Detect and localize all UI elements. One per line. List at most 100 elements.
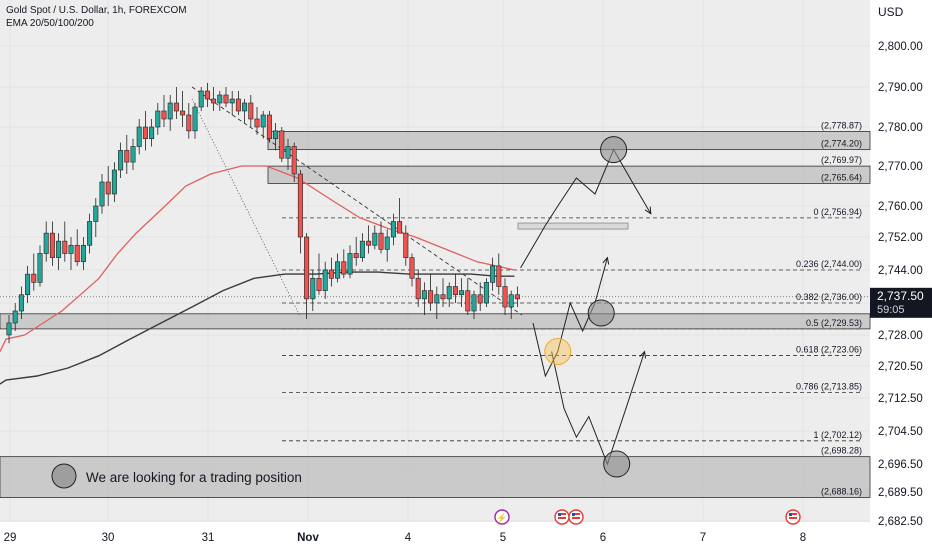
y-tick-label: 2,780.00 [878,122,923,134]
candle-body [105,181,111,195]
flag-stripe [789,513,797,515]
projection-low-path-arrowhead [639,350,647,359]
candle-body [62,240,68,254]
candle-body [49,232,55,258]
candle-body [142,126,148,139]
ema-fast-line [0,165,515,352]
candle-body [18,294,24,312]
x-tick-label: 4 [405,532,412,544]
level-label: 0.786 (2,713.85) [796,382,862,392]
y-tick-label: 2,712.50 [878,393,923,405]
x-tick-label: 7 [700,532,706,544]
y-tick-label: 2,689.50 [878,487,923,499]
zone-rect [0,313,871,330]
y-tick-label: 2,696.50 [878,459,923,471]
candle-body [25,273,31,296]
price-axis-area [870,0,932,550]
candle-body [496,265,502,287]
candle-body [409,257,415,279]
y-tick-label: 2,800.00 [878,41,923,53]
projection-up-path-arrowhead [644,206,652,215]
candle-body [434,294,440,304]
candle-body [136,126,142,147]
small-zone-rect [517,222,629,230]
trendline-down [191,86,523,316]
ema-slow-line [0,271,515,385]
candle-body [452,286,458,296]
candle-body [459,290,465,296]
candle-body [465,290,471,312]
candle-body [285,146,291,159]
flag-stripe [572,517,580,519]
candle-body [167,102,173,120]
candle-body [359,240,365,258]
candle-body [341,261,347,275]
candle-body [254,118,260,128]
flash-event-glyph: ⚡ [496,512,507,524]
time-axis-area [0,522,932,550]
candle-body [415,277,421,300]
level-label: 0.5 (2,729.53) [806,318,862,328]
flag-canton [558,513,561,516]
plot-area [0,0,870,522]
currency-label: USD [878,5,904,19]
candle-body [403,232,409,258]
flash-event-icon [494,509,510,525]
candle-body [366,240,372,246]
candle-body [93,205,99,222]
y-tick-label: 2,682.50 [878,516,923,528]
flag-stripe [789,517,797,519]
zone-rect [0,456,871,498]
candle-body [471,294,477,312]
candle-body [390,221,396,238]
note-callout: We are looking for a trading position [51,463,302,489]
candle-body [43,232,49,254]
projection-mid-path-arrowhead [602,256,610,265]
highlight-circle-mark [544,338,572,366]
target-circle-mark [600,136,628,164]
candle-body [130,146,136,163]
x-tick-label: 31 [202,532,215,544]
y-tick-label: 2,752.00 [878,232,923,244]
candle-body [514,294,520,300]
event-icons[interactable]: ⚡ [494,509,801,525]
level-label: 1 (2,702.12) [813,430,862,440]
candle-body [74,244,80,263]
candle-body [304,236,310,300]
candle-body [180,110,186,116]
candle-body [161,110,167,120]
candle-body [242,102,248,112]
candle-body [384,236,390,250]
note-text: We are looking for a trading position [86,470,302,485]
projection-low-path [551,351,646,466]
level-label: 0.618 (2,723.06) [796,344,862,354]
fib-levels: (2,778.87) (2,774.20) (2,769.97) (2,765.64)… [0,120,870,497]
candle-body [155,110,161,128]
candle-body [297,173,303,238]
candle-body [223,94,229,104]
candle-body [372,232,378,246]
y-tick-label: 2,760.00 [878,201,923,213]
candle-body [316,277,322,291]
countdown: 59:05 [877,304,905,316]
target-circle-mark [587,299,615,327]
zone-rect [267,131,871,151]
candle-body [347,253,353,275]
candle-body [198,90,204,108]
candle-body [229,98,235,104]
x-tick-label: 6 [600,532,606,544]
candle-body [328,269,334,279]
candle-body [248,102,254,120]
level-label: (2,698.28) [821,446,862,456]
note-circle-icon [51,463,77,489]
candle-body [99,181,105,207]
price-axis-ticks: 2,682.50 2,689.50 2,696.50 2,704.50 2,712.50… [878,41,923,528]
level-label: (2,774.20) [821,139,862,149]
candle-body [56,240,62,258]
candle-body [322,269,328,291]
trendlines [191,86,523,316]
trendline-dotted [191,98,300,316]
candle-body [353,253,359,258]
candle-body [37,253,43,283]
